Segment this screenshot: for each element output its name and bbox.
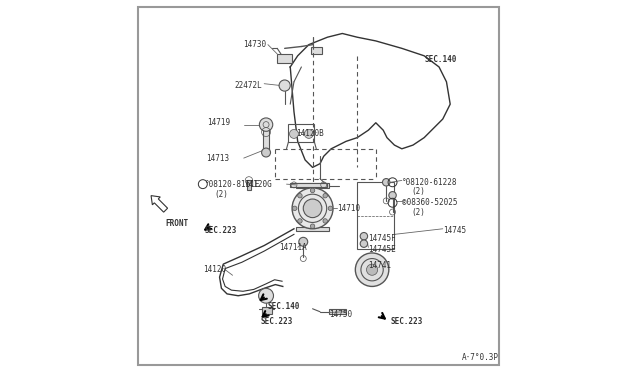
Circle shape: [292, 206, 297, 211]
Text: SEC.223: SEC.223: [205, 226, 237, 235]
Circle shape: [310, 224, 315, 228]
Text: 14120: 14120: [203, 265, 226, 274]
Text: (2): (2): [214, 190, 228, 199]
Circle shape: [298, 193, 302, 198]
Text: 14713: 14713: [205, 154, 229, 163]
Circle shape: [367, 264, 378, 275]
Circle shape: [310, 188, 315, 193]
Circle shape: [305, 129, 314, 138]
Text: A·7°0.3P: A·7°0.3P: [461, 353, 499, 362]
Circle shape: [279, 80, 290, 91]
Bar: [277, 54, 292, 63]
Circle shape: [299, 237, 308, 246]
Text: SEC.140: SEC.140: [268, 302, 300, 311]
Circle shape: [355, 253, 389, 286]
Circle shape: [383, 179, 390, 186]
Text: (2): (2): [411, 208, 425, 217]
Circle shape: [303, 199, 322, 218]
Text: 22472L: 22472L: [235, 81, 262, 90]
Text: 14745F: 14745F: [369, 234, 396, 243]
Circle shape: [360, 240, 367, 247]
Text: SEC.140: SEC.140: [424, 55, 456, 64]
Circle shape: [262, 148, 271, 157]
Text: 14711A: 14711A: [279, 243, 307, 252]
Bar: [264, 130, 269, 153]
Text: 14741: 14741: [369, 262, 392, 270]
Text: 14120G: 14120G: [244, 180, 271, 189]
Text: FRONT: FRONT: [166, 219, 189, 228]
Bar: [289, 124, 314, 142]
Bar: [246, 180, 251, 190]
Text: (2): (2): [411, 187, 425, 196]
Text: 14745E: 14745E: [369, 245, 396, 254]
Circle shape: [259, 118, 273, 131]
Circle shape: [323, 193, 328, 198]
Text: °08120-61228: °08120-61228: [402, 178, 458, 187]
Bar: [357, 182, 394, 249]
Circle shape: [389, 192, 396, 199]
Circle shape: [298, 219, 302, 223]
Circle shape: [328, 206, 333, 211]
Text: 14719: 14719: [207, 118, 231, 127]
Text: SEC.223: SEC.223: [390, 317, 423, 326]
Text: 14745: 14745: [443, 226, 466, 235]
Bar: [296, 183, 330, 188]
Text: SEC.223: SEC.223: [260, 317, 293, 326]
Circle shape: [259, 288, 273, 303]
Bar: [291, 183, 328, 187]
FancyArrow shape: [151, 196, 168, 212]
Circle shape: [292, 188, 333, 229]
Text: ®08360-52025: ®08360-52025: [402, 198, 458, 207]
Text: 14710: 14710: [337, 204, 360, 213]
Bar: [262, 307, 271, 314]
Circle shape: [289, 129, 298, 138]
Circle shape: [360, 232, 367, 240]
Text: °08120-8161E: °08120-8161E: [205, 180, 260, 189]
Text: 14120B: 14120B: [296, 129, 324, 138]
Bar: [310, 46, 322, 54]
Bar: [330, 309, 346, 314]
Text: 14750: 14750: [330, 310, 353, 319]
Circle shape: [323, 219, 328, 223]
Text: 14730: 14730: [243, 40, 266, 49]
Bar: [296, 227, 330, 231]
